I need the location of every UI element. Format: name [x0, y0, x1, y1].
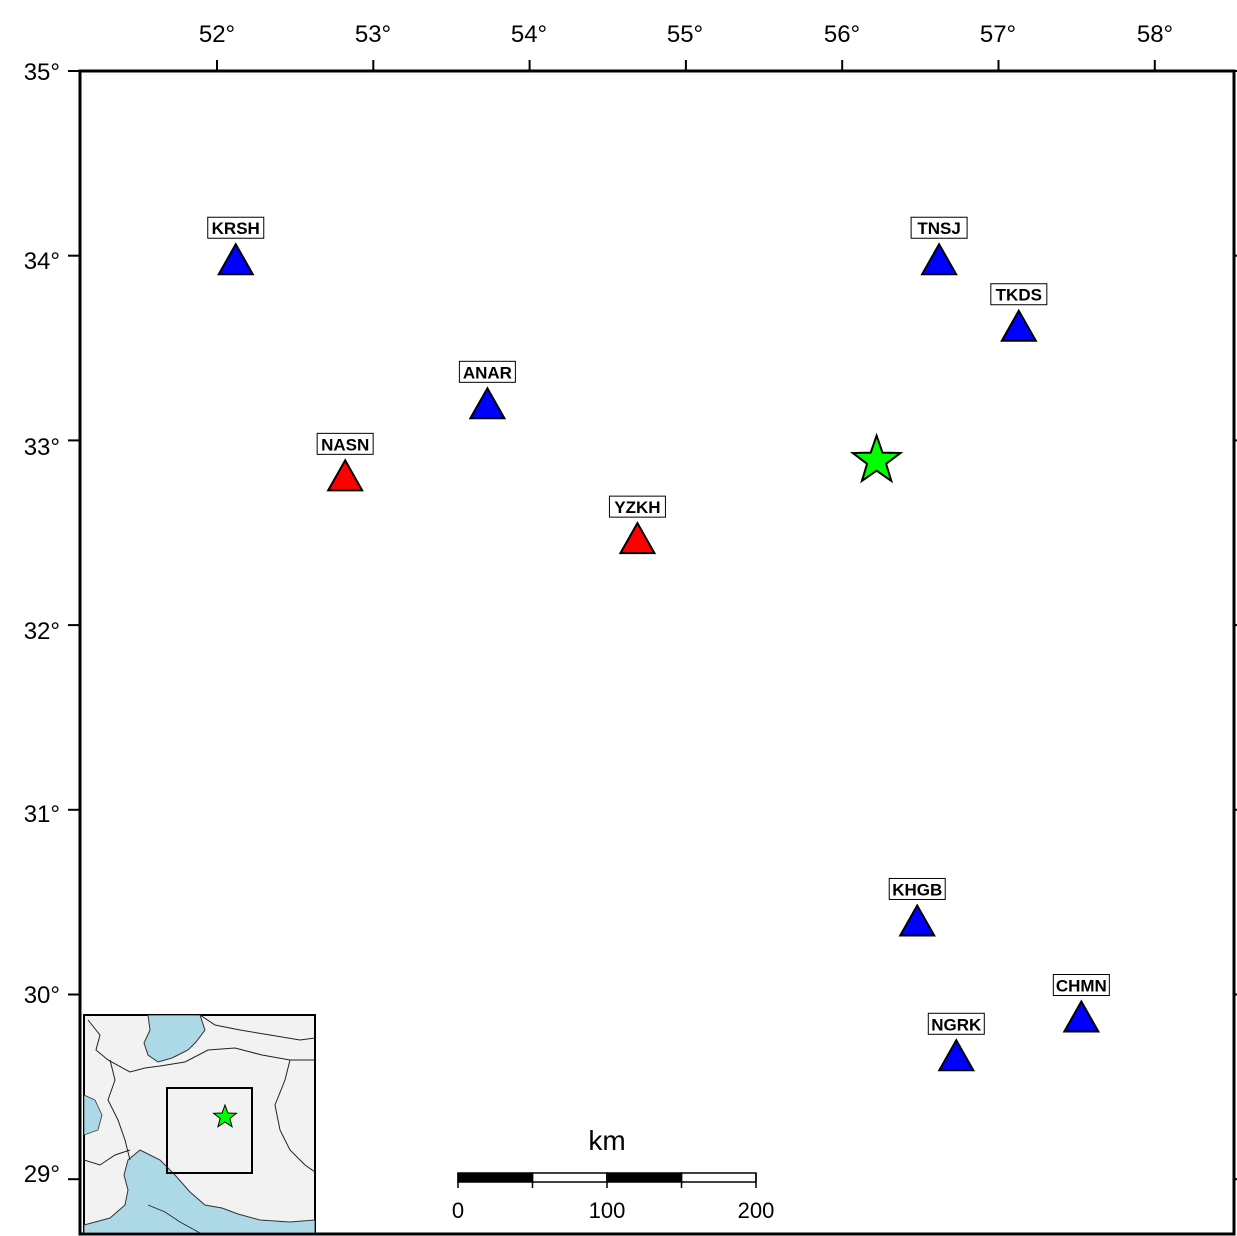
latitude-axis: 35° 34° 33° 32° 31° 30° 29°	[24, 59, 60, 1188]
station-label-box	[1052, 974, 1110, 997]
station-code-label: NASN	[321, 435, 369, 454]
scale-bar: km 0 100 200	[452, 1125, 774, 1223]
scale-segment	[680, 1172, 757, 1183]
station-code-label: KRSH	[212, 219, 260, 238]
station-ngrk[interactable]: NGRK	[927, 1012, 985, 1072]
lon-tick-label: 57°	[980, 21, 1016, 48]
station-label-box	[608, 495, 666, 518]
station-triangle-icon[interactable]	[920, 242, 958, 276]
longitude-axis: 52° 53° 54° 55° 56° 57° 58°	[199, 21, 1173, 48]
station-triangle-icon[interactable]	[898, 903, 936, 937]
lon-tick-label: 56°	[824, 21, 860, 48]
station-label-box	[910, 216, 968, 239]
station-code-label: ANAR	[463, 363, 512, 382]
inset-caspian-sea	[143, 1015, 206, 1063]
station-label-box	[927, 1012, 985, 1035]
scale-bar-unit: km	[588, 1125, 625, 1156]
station-triangle-icon[interactable]	[1062, 999, 1101, 1033]
station-label-box	[316, 432, 374, 455]
station-tnsj[interactable]: TNSJ	[910, 216, 968, 276]
lon-tick-label: 55°	[667, 21, 703, 48]
station-code-label: TKDS	[996, 286, 1042, 305]
epicenter-star-icon[interactable]	[849, 432, 904, 484]
station-layer: KRSH ANAR NASN YZKH TNSJ TKDS KHGB CHMN NGRK	[207, 216, 1110, 1072]
lat-tick-label: 33°	[24, 434, 60, 461]
station-code-label: YZKH	[614, 498, 660, 517]
station-triangle-icon[interactable]	[217, 242, 255, 276]
station-triangle-icon[interactable]	[1000, 308, 1038, 342]
scale-segment	[531, 1172, 608, 1183]
scale-label: 100	[589, 1198, 626, 1223]
station-nasn[interactable]: NASN	[316, 432, 374, 492]
lon-tick-label: 54°	[511, 21, 547, 48]
inset-locator-map	[83, 1014, 316, 1234]
station-label-box	[458, 360, 516, 383]
station-tkds[interactable]: TKDS	[990, 283, 1048, 342]
lat-tick-label: 35°	[24, 59, 60, 86]
inset-epicenter-star-icon	[212, 1103, 238, 1128]
station-anar[interactable]: ANAR	[458, 360, 516, 420]
lat-tick-label: 32°	[24, 618, 60, 645]
station-code-label: KHGB	[892, 880, 942, 899]
station-triangle-icon[interactable]	[937, 1038, 976, 1072]
lat-tick-label: 30°	[24, 982, 60, 1009]
station-khgb[interactable]: KHGB	[888, 877, 946, 937]
lat-tick-label: 31°	[24, 801, 60, 828]
lat-tick-label: 34°	[24, 248, 60, 275]
lon-tick-label: 53°	[355, 21, 391, 48]
station-triangle-icon[interactable]	[468, 386, 507, 420]
station-label-box	[888, 877, 946, 900]
station-chmn[interactable]: CHMN	[1052, 974, 1110, 1033]
station-code-label: CHMN	[1056, 977, 1107, 996]
scale-segment	[457, 1172, 534, 1183]
axis-ticks	[68, 60, 1237, 1181]
station-label-box	[207, 216, 265, 239]
inset-study-area-box	[166, 1087, 253, 1174]
inset-persian-gulf	[84, 1149, 315, 1233]
station-triangle-icon[interactable]	[326, 458, 364, 492]
scale-label: 200	[738, 1198, 775, 1223]
station-triangle-icon[interactable]	[618, 521, 657, 555]
station-code-label: TNSJ	[917, 219, 960, 238]
lat-tick-label: 29°	[24, 1161, 60, 1188]
lon-tick-label: 52°	[199, 21, 235, 48]
scale-label: 0	[452, 1198, 464, 1223]
lon-tick-label: 58°	[1137, 21, 1173, 48]
scale-segment	[606, 1172, 683, 1183]
station-code-label: NGRK	[931, 1015, 982, 1034]
station-label-box	[990, 283, 1048, 306]
station-yzkh[interactable]: YZKH	[608, 495, 666, 555]
station-krsh[interactable]: KRSH	[207, 216, 265, 276]
